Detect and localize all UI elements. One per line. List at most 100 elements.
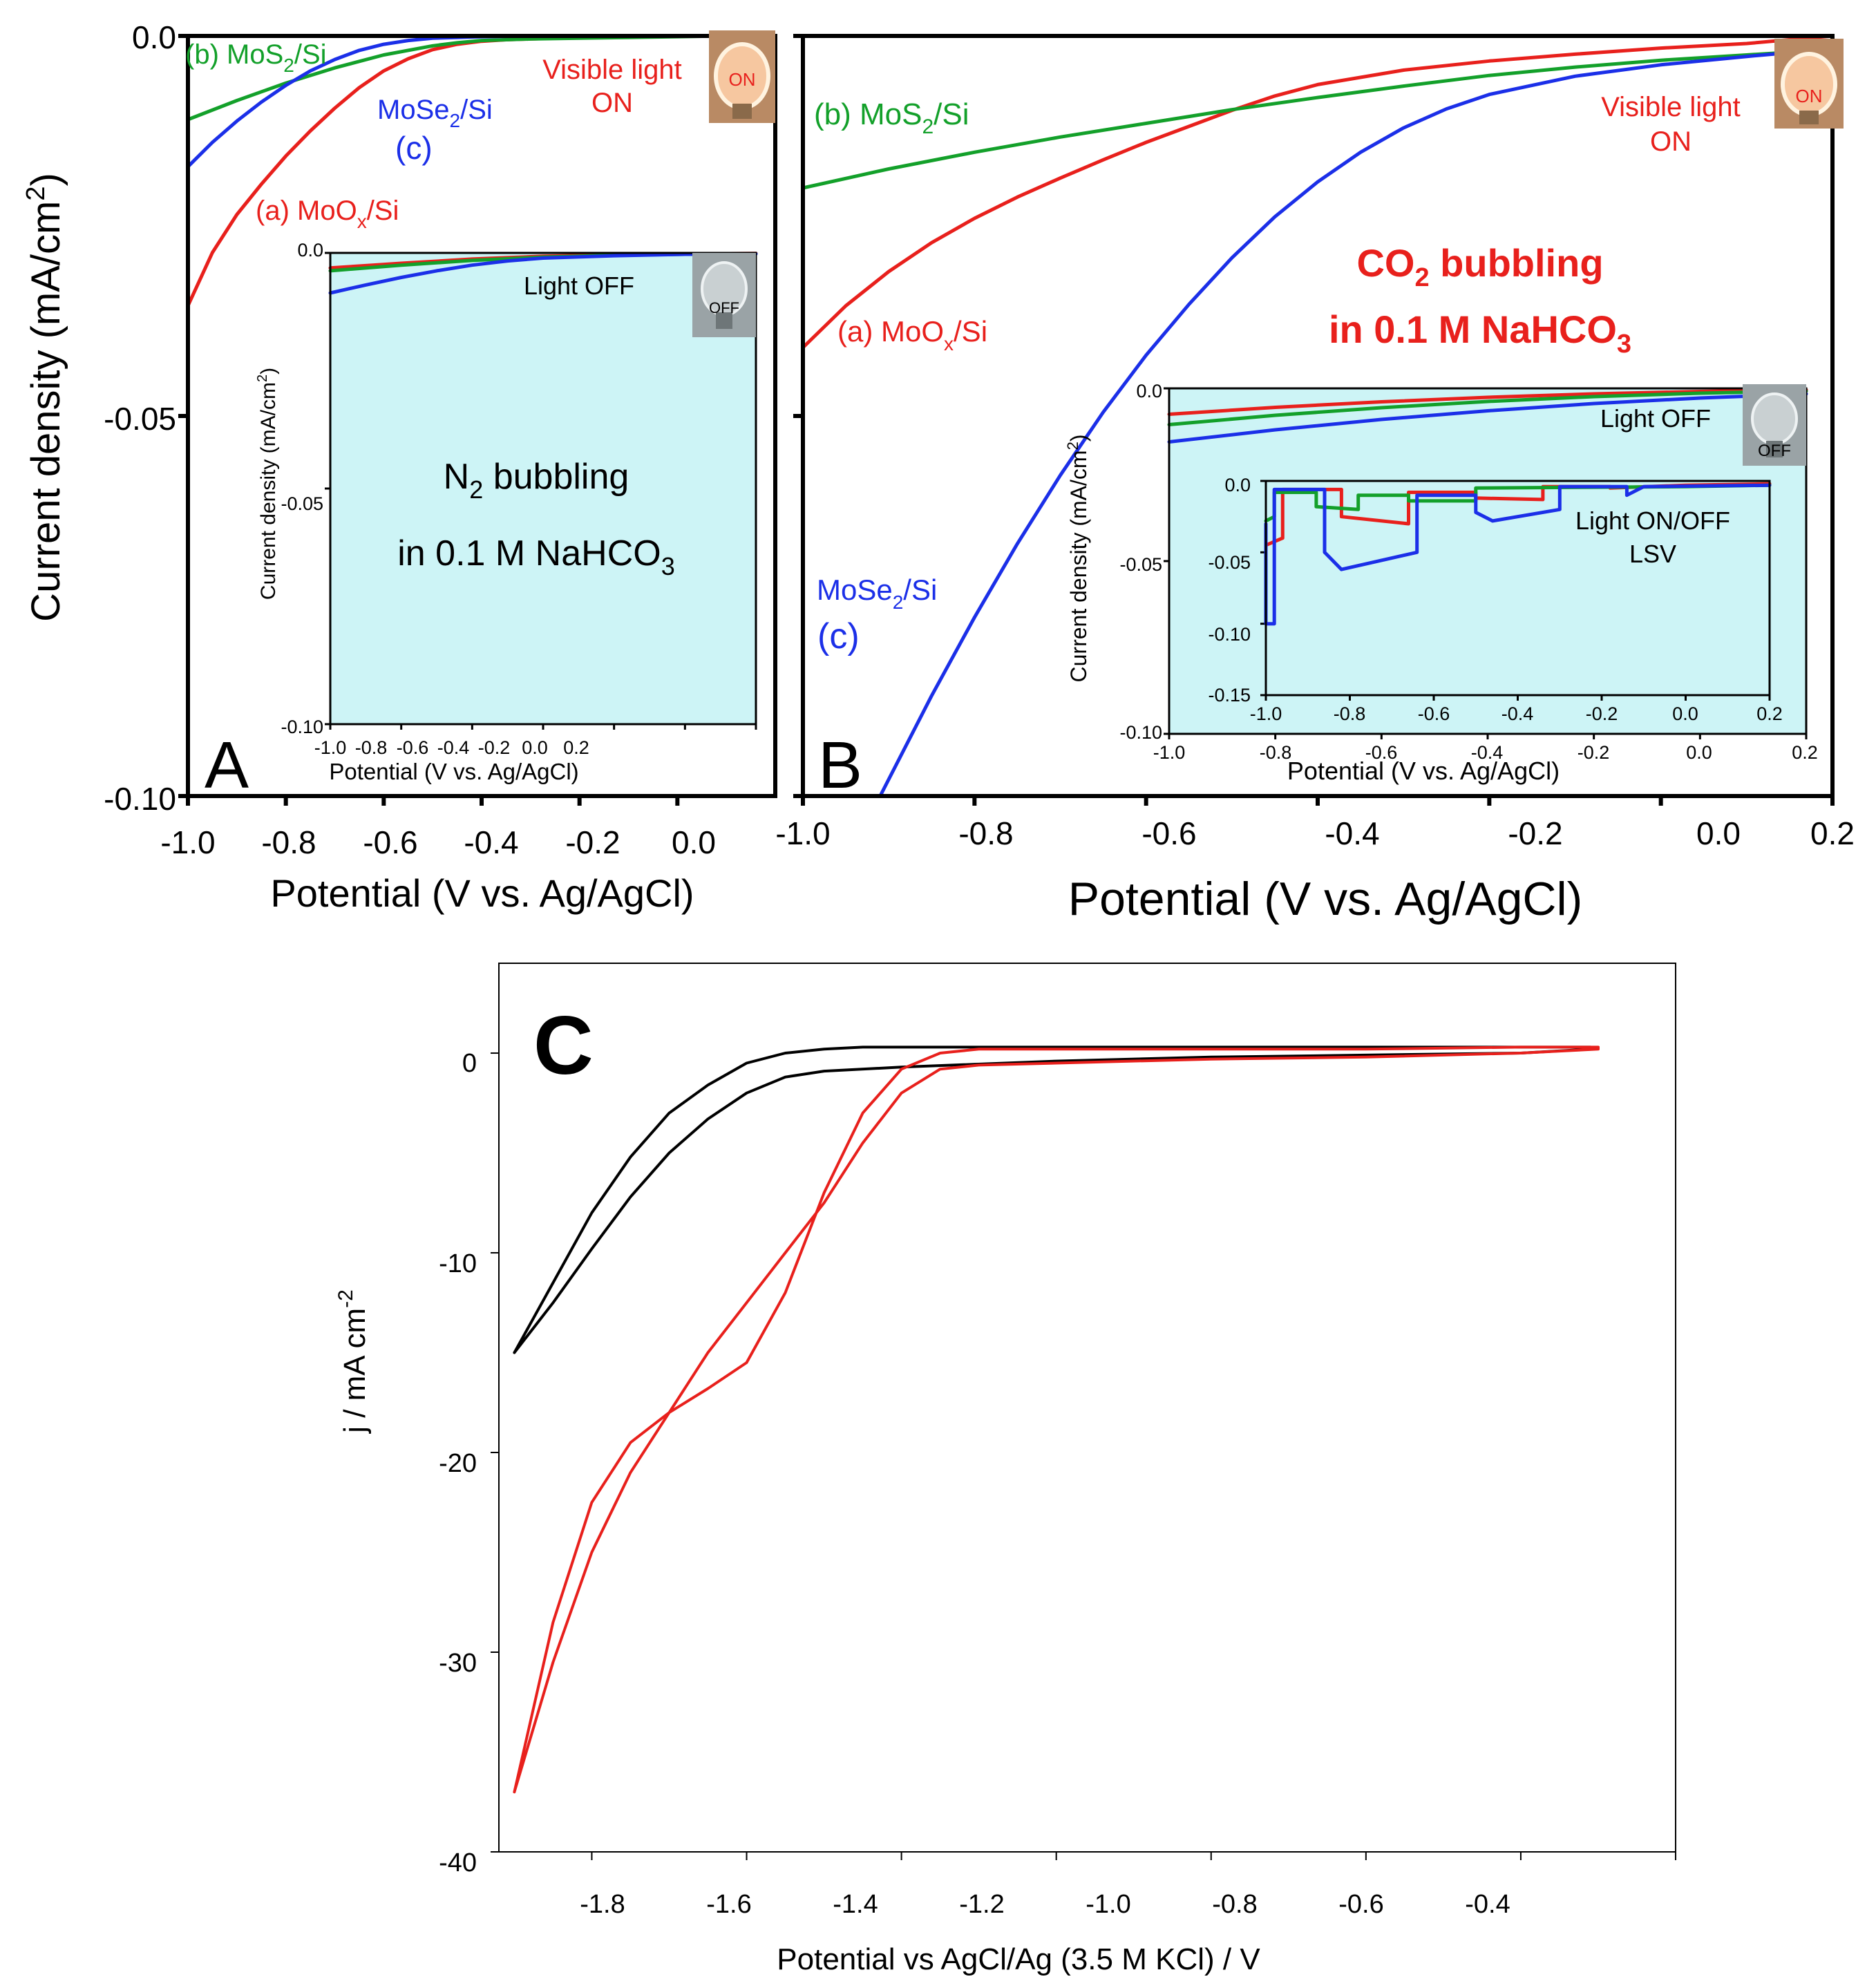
panel-a-xlabel: Potential (V vs. Ag/AgCl): [270, 871, 694, 915]
panel-b-xlabel: Potential (V vs. Ag/AgCl): [1068, 873, 1583, 925]
inset-a-plot: [325, 252, 758, 730]
x-tick-label: -0.6: [1141, 815, 1196, 851]
plot-frame: [801, 34, 1835, 798]
x-tick-label: -1.6: [706, 1890, 751, 1919]
panel-a-label-mose2: MoSe2/Si: [377, 95, 493, 131]
plot-frame: [186, 34, 777, 798]
x-tick-label: -0.8: [355, 737, 388, 758]
panel-a-x-tick-labels: -1.0 -0.8 -0.6 -0.4 -0.2 0.0: [160, 824, 716, 860]
y-tick-label: -0.10: [1208, 624, 1251, 645]
plot-frame: [1264, 480, 1771, 697]
panel-a-label-c: (c): [395, 130, 433, 166]
x-tick-label: -0.8: [1212, 1890, 1257, 1919]
visible-light-label: Visible light: [542, 55, 682, 85]
x-tick-label: 0.2: [1810, 815, 1855, 851]
x-tick-label: -0.2: [1577, 742, 1610, 763]
inset-b-bulb-off-icon: OFF: [1743, 384, 1806, 466]
series-line-green: [1167, 389, 1808, 426]
x-tick-label: -1.0: [775, 815, 830, 851]
panel-a-letter: A: [205, 728, 249, 802]
inset-b-light-off: Light OFF: [1600, 404, 1711, 433]
panel-c-xlabel: Potential vs AgCl/Ag (3.5 M KCl) / V: [777, 1942, 1260, 1976]
inner-y-ticks: 0.0 -0.05 -0.10 -0.15: [1208, 475, 1251, 706]
inset-b-xlabel: Potential (V vs. Ag/AgCl): [1287, 757, 1560, 785]
y-tick-label: -0.05: [281, 493, 323, 514]
inset-a-bulb-off-icon: OFF: [692, 253, 756, 337]
x-tick-label: 0.0: [1696, 815, 1741, 851]
plot-background: [330, 253, 756, 724]
inset-a-xlabel: Potential (V vs. Ag/AgCl): [329, 759, 578, 784]
visible-light-on-label: ON: [591, 88, 633, 118]
x-tick-label: -1.0: [314, 737, 347, 758]
panel-c-y-tick-labels: 0 -10 -20 -30 -40: [439, 1049, 477, 1877]
panel-b-plot: [793, 34, 1835, 806]
y-tick-label: -10: [439, 1249, 477, 1278]
series-line-blue: [878, 47, 1835, 798]
inset-b-x-ticks: -1.0 -0.8 -0.6 -0.4 -0.2 0.0 0.2: [1153, 742, 1818, 763]
series-line-blue: [328, 252, 758, 295]
inset-b-y-ticks: 0.0 -0.05 -0.10: [1119, 381, 1162, 743]
panel-a-inset: Current density (mA/cm2) 0.0 -0.05 -0.10…: [255, 240, 758, 784]
x-tick-label: -0.2: [565, 824, 620, 860]
inset-a-n2-line2: in 0.1 M NaHCO3: [397, 533, 674, 580]
panel-b: -1.0 -0.8 -0.6 -0.4 -0.2 0.0 0.2 Potenti…: [775, 34, 1855, 925]
x-tick-label: -1.0: [160, 824, 215, 860]
series-line-blue: [1167, 392, 1808, 444]
plot-frame: [498, 963, 1676, 1853]
inner-label-light-onoff: Light ON/OFF: [1575, 507, 1730, 535]
x-tick-label: -0.6: [1338, 1890, 1383, 1919]
x-tick-label: -0.4: [437, 737, 470, 758]
x-tick-label: -0.8: [958, 815, 1013, 851]
x-tick-label: -0.8: [1260, 742, 1292, 763]
x-tick-label: -0.8: [1334, 703, 1366, 724]
x-tick-label: 0.0: [672, 824, 716, 860]
inset-a-light-off: Light OFF: [524, 272, 634, 300]
bulb-off-label: OFF: [709, 299, 739, 316]
x-tick-label: 0.2: [1792, 742, 1818, 763]
y-tick-label: -0.15: [1208, 685, 1251, 706]
inset-a-ylabel: Current density (mA/cm2): [255, 368, 280, 600]
x-tick-label: 0.0: [522, 737, 548, 758]
y-tick-label: -20: [439, 1449, 477, 1478]
panel-b-co2-line1: CO2 bubbling: [1356, 241, 1603, 292]
panel-c-letter: C: [533, 999, 594, 1092]
x-tick-label: -0.4: [464, 824, 518, 860]
inner-x-ticks: -1.0 -0.8 -0.6 -0.4 -0.2 0.0 0.2: [1250, 703, 1783, 724]
x-tick-label: -1.0: [1086, 1890, 1130, 1919]
x-tick-label: -0.2: [1586, 703, 1618, 724]
panel-a-ylabel: Current density (mA/cm2): [21, 173, 68, 622]
x-tick-label: -1.4: [833, 1890, 878, 1919]
bulb-on-label: ON: [729, 69, 756, 90]
y-tick-label: -40: [439, 1848, 477, 1877]
x-tick-label: -0.2: [478, 737, 511, 758]
y-tick-label: -0.05: [1119, 554, 1162, 575]
y-tick-label: -30: [439, 1649, 477, 1678]
x-tick-label: -1.0: [1153, 742, 1186, 763]
y-tick-label: -0.10: [281, 717, 323, 737]
x-tick-label: -0.4: [1501, 703, 1534, 724]
panel-c: C j / mA cm-2 0 -10 -20 -30 -40 -1.8 -1.…: [334, 963, 1676, 1976]
y-tick-label: 0.0: [1224, 475, 1251, 495]
series-line-red: [513, 1045, 1600, 1794]
x-tick-label: -0.2: [1508, 815, 1562, 851]
series-line-blue: [1264, 483, 1772, 626]
inset-a-x-ticks: -1.0 -0.8 -0.6 -0.4 -0.2 0.0 0.2: [314, 737, 589, 758]
inset-a-y-ticks: 0.0 -0.05 -0.10: [281, 240, 323, 737]
panel-b-inset: Current density (mA/cm2) 0.0 -0.05 -0.10…: [1064, 381, 1818, 785]
y-tick-label: 0.0: [297, 240, 323, 261]
panel-a-bulb-on-icon: ON: [709, 30, 775, 123]
x-tick-label: -0.6: [1418, 703, 1450, 724]
panel-b-inner-inset: 0.0 -0.05 -0.10 -0.15 -1.0 -0.8 -0.6 -0.…: [1208, 475, 1782, 724]
inset-a-n2-line1: N2 bubbling: [444, 457, 629, 504]
x-tick-label: -0.6: [397, 737, 429, 758]
x-tick-label: -0.4: [1325, 815, 1379, 851]
panel-b-label-c: (c): [817, 616, 860, 656]
panel-a-label-mos2: (b) MoS2/Si: [185, 39, 327, 76]
panel-a: Current density (mA/cm2) 0.0 -0.05 -0.10…: [21, 19, 777, 915]
bulb-off-label: OFF: [1758, 442, 1791, 460]
panel-b-label-mos2: (b) MoS2/Si: [814, 97, 969, 138]
panel-a-y-tick-labels: 0.0 -0.05 -0.10: [104, 19, 176, 817]
x-tick-label: 0.0: [1672, 703, 1698, 724]
y-tick-label: -0.05: [104, 401, 176, 437]
